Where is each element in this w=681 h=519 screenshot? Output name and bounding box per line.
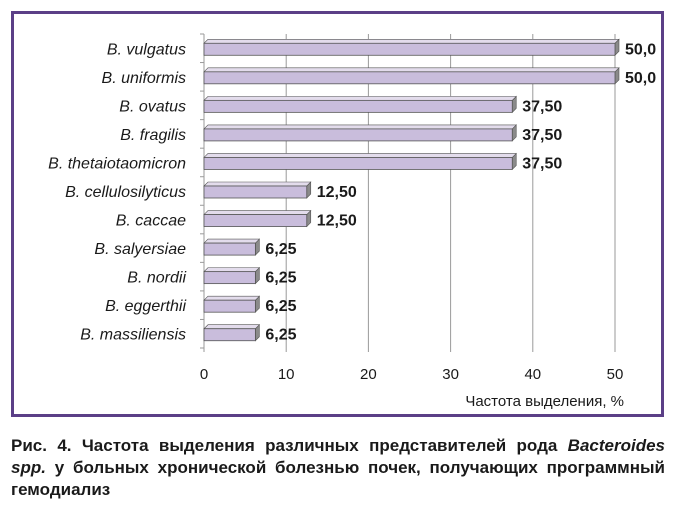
x-axis-label: Частота выделения, % xyxy=(465,393,624,410)
caption-genus: Bacteroides spp. xyxy=(11,436,665,477)
bar-top xyxy=(203,67,620,73)
bar-top xyxy=(203,210,312,215)
value-label: 6,25 xyxy=(265,270,296,287)
value-label: 6,25 xyxy=(265,241,296,258)
bar xyxy=(203,242,256,256)
category-label: B. vulgatus xyxy=(107,41,186,58)
bar-top xyxy=(203,124,517,130)
bar-top xyxy=(203,153,517,158)
value-label: 37,50 xyxy=(522,155,562,172)
value-label: 6,25 xyxy=(265,327,296,344)
x-tick-labels: 0 10 20 30 40 50 xyxy=(200,366,624,383)
category-label: B. salyersiae xyxy=(94,241,186,258)
bar-top xyxy=(203,267,261,272)
grid-lines xyxy=(200,33,616,352)
caption-suffix: у больных хронической болезнью почек, по… xyxy=(11,458,665,499)
x-tick-label: 30 xyxy=(442,366,459,383)
bar xyxy=(203,99,513,113)
value-label: 50,0 xyxy=(625,41,656,58)
bar-top xyxy=(203,295,261,301)
category-label: B. eggerthii xyxy=(105,298,186,315)
category-label: B. fragilis xyxy=(120,127,186,144)
category-labels: B. vulgatus B. uniformis B. ovatus B. fragi… xyxy=(48,41,186,343)
value-labels: 50,0 50,0 37,50 37,50 37,50 12,50 12,50 6,25 6,2… xyxy=(265,41,656,343)
bar xyxy=(203,299,256,313)
bar-top xyxy=(203,238,261,244)
value-label: 12,50 xyxy=(317,184,357,201)
value-label: 6,25 xyxy=(265,298,296,315)
caption-prefix: Рис. 4. Частота выделения различных пред… xyxy=(11,436,568,455)
bar xyxy=(203,42,616,56)
value-label: 12,50 xyxy=(317,213,357,230)
bar-top xyxy=(203,324,261,330)
category-label: B. massiliensis xyxy=(80,327,186,344)
bar xyxy=(203,157,513,170)
category-label: B. nordii xyxy=(127,270,186,287)
bar-chart: B. vulgatus B. uniformis B. ovatus B. fragi… xyxy=(48,33,656,410)
bar-top xyxy=(203,96,517,101)
figure-caption: Рис. 4. Частота выделения различных пред… xyxy=(11,435,665,501)
bar xyxy=(203,271,256,285)
bar xyxy=(203,185,308,199)
x-tick-label: 50 xyxy=(607,366,624,383)
x-tick-label: 10 xyxy=(278,366,295,383)
bars xyxy=(203,38,620,342)
category-label: B. thetaiotaomicron xyxy=(48,155,186,172)
bar xyxy=(203,214,308,227)
bar-top xyxy=(203,38,620,44)
x-tick-label: 20 xyxy=(360,366,377,383)
bar-top xyxy=(203,181,312,187)
category-label: B. ovatus xyxy=(119,98,186,115)
bar xyxy=(203,71,616,85)
value-label: 37,50 xyxy=(522,127,562,144)
category-label: B. uniformis xyxy=(102,70,186,87)
value-label: 50,0 xyxy=(625,70,656,87)
bar xyxy=(203,128,513,142)
x-tick-label: 0 xyxy=(200,366,208,383)
category-label: B. caccae xyxy=(116,213,186,230)
value-label: 37,50 xyxy=(522,98,562,115)
category-label: B. cellulosilyticus xyxy=(65,184,186,201)
bar xyxy=(203,328,256,342)
x-tick-label: 40 xyxy=(524,366,541,383)
